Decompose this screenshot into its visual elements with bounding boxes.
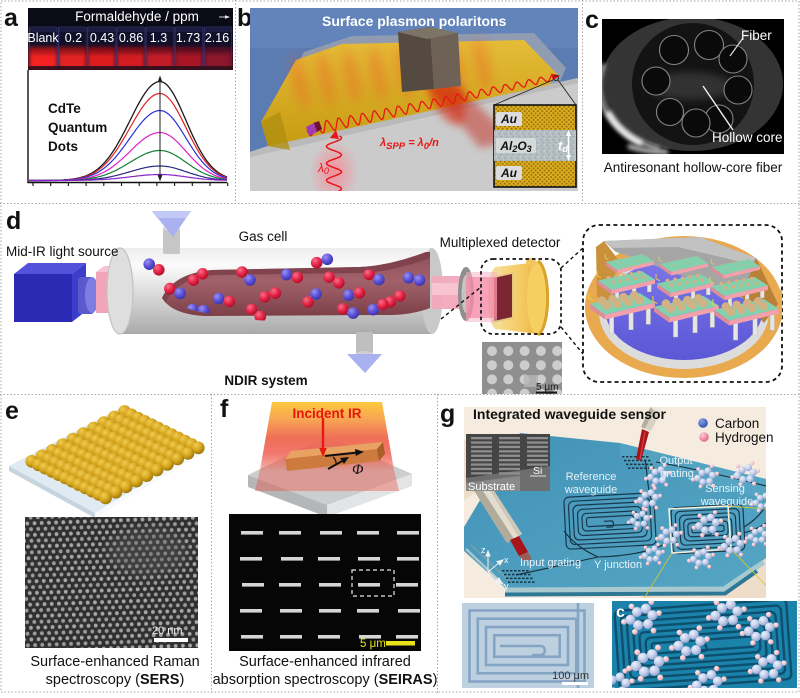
svg-text:waveguide: waveguide [700, 496, 754, 508]
svg-text:Φ: Φ [352, 462, 364, 478]
svg-text:z: z [481, 545, 486, 555]
svg-text:Mid-IR light source: Mid-IR light source [6, 244, 119, 259]
svg-text:c: c [616, 604, 625, 621]
svg-text:Incident IR: Incident IR [292, 406, 361, 421]
svg-text:Sensing: Sensing [705, 483, 745, 495]
svg-text:f: f [220, 395, 229, 423]
svg-text:Blank: Blank [27, 31, 59, 45]
svg-text:absorption spectroscopy (SEIRA: absorption spectroscopy (SEIRAS) [213, 672, 438, 688]
svg-text:Au: Au [500, 166, 518, 180]
svg-text:Integrated waveguide sensor: Integrated waveguide sensor [473, 406, 666, 422]
svg-text:td: td [558, 138, 568, 154]
svg-text:g: g [440, 400, 455, 428]
svg-text:Formaldehyde / ppm: Formaldehyde / ppm [75, 9, 199, 24]
svg-text:NDIR system: NDIR system [224, 373, 307, 388]
svg-text:0.2: 0.2 [65, 31, 82, 45]
svg-text:Hydrogen: Hydrogen [715, 430, 774, 445]
svg-text:b: b [237, 4, 252, 32]
svg-text:grating: grating [660, 468, 694, 480]
svg-text:Multiplexed detector: Multiplexed detector [440, 235, 561, 250]
svg-text:5 μm: 5 μm [360, 638, 386, 650]
svg-text:x: x [504, 555, 509, 565]
svg-text:Y junction: Y junction [594, 559, 642, 571]
svg-text:20 nm: 20 nm [152, 625, 183, 637]
svg-text:Antiresonant hollow-core fiber: Antiresonant hollow-core fiber [604, 160, 783, 175]
svg-text:1.3: 1.3 [150, 31, 167, 45]
svg-text:2.16: 2.16 [205, 31, 229, 45]
svg-text:Dots: Dots [48, 139, 78, 154]
svg-text:waveguide: waveguide [564, 484, 618, 496]
svg-text:Substrate: Substrate [468, 481, 515, 493]
svg-text:Al2O3: Al2O3 [499, 139, 531, 154]
svg-text:Input grating: Input grating [520, 557, 581, 569]
svg-text:Carbon: Carbon [715, 416, 759, 431]
svg-text:d: d [6, 207, 21, 235]
svg-text:0.43: 0.43 [90, 31, 114, 45]
svg-text:1.73: 1.73 [176, 31, 200, 45]
svg-text:Au: Au [500, 112, 518, 126]
svg-text:c: c [585, 6, 599, 34]
svg-text:a: a [4, 4, 19, 32]
svg-text:0.86: 0.86 [119, 31, 143, 45]
svg-text:spectroscopy (SERS): spectroscopy (SERS) [46, 672, 185, 688]
svg-text:Quantum: Quantum [48, 120, 107, 135]
svg-text:Output: Output [659, 455, 692, 467]
svg-text:Reference: Reference [566, 471, 617, 483]
svg-text:5 μm: 5 μm [536, 382, 558, 393]
svg-text:Surface-enhanced infrared: Surface-enhanced infrared [239, 654, 411, 670]
svg-text:100 μm: 100 μm [552, 670, 589, 682]
svg-text:Fiber: Fiber [741, 28, 772, 43]
svg-text:λ0: λ0 [317, 161, 329, 176]
svg-text:e: e [5, 397, 19, 425]
svg-text:Gas cell: Gas cell [239, 229, 288, 244]
svg-text:Surface plasmon polaritons: Surface plasmon polaritons [322, 13, 507, 29]
svg-text:Si: Si [533, 465, 542, 477]
svg-text:λSPP = λ0/n: λSPP = λ0/n [379, 137, 439, 152]
svg-text:Hollow core: Hollow core [712, 130, 783, 145]
svg-text:CdTe: CdTe [48, 101, 81, 116]
svg-text:Surface-enhanced Raman: Surface-enhanced Raman [30, 654, 199, 670]
svg-text:y: y [504, 581, 509, 591]
